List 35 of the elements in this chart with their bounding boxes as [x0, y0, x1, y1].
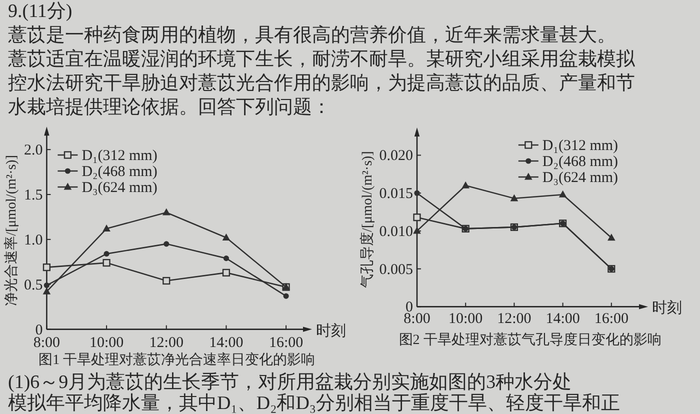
text: 模拟年平均降水量，其中D₁、D₂和D₃分别相当于重度干旱、轻度干旱和正 — [8, 392, 620, 414]
y-tick-label: 1.5 — [24, 188, 43, 204]
x-tick-label: 10:00 — [89, 335, 124, 351]
y-tick-label: 0.015 — [379, 186, 413, 202]
x-tick-label: 14:00 — [209, 335, 244, 351]
text: 水栽培提供理论依据。回答下列问题： — [8, 96, 331, 118]
x-tick-label: 12:00 — [497, 311, 532, 327]
legend-label: D₂(468 mm) — [82, 164, 158, 180]
text: 薏苡适宜在温暖湿润的环境下生长，耐涝不耐旱。某研究小组采用盆栽模拟 — [8, 48, 636, 70]
text: 薏苡是一种药食两用的植物，具有很高的营养价值，近年来需求量甚大。 — [8, 24, 616, 46]
x-tick-label: 10:00 — [448, 311, 483, 327]
x-tick-label: 16:00 — [268, 335, 304, 351]
y-tick-label: 0.020 — [379, 148, 413, 164]
y-tick-label: 0.5 — [24, 277, 43, 294]
y-tick-label: 0.005 — [379, 262, 413, 278]
text: 9.(11分) — [8, 1, 72, 22]
legend-label: D₁(312 mm) — [82, 148, 158, 164]
text: 控水法研究干旱胁迫对薏苡光合作用的影响，为提高薏苡的品质、产量和节 — [8, 72, 635, 94]
text: (1)6～9月为薏苡的生长季节，对所用盆栽分别实施如图的3种水分处 — [8, 371, 572, 393]
x-axis-title: 时刻 — [652, 300, 682, 317]
y-tick-label: 2.0 — [24, 142, 43, 159]
x-tick-label: 12:00 — [149, 335, 184, 351]
legend-label: D₃(624 mm) — [542, 170, 618, 186]
y-axis-title: 气孔导度/[μmol/(m²·s)] — [360, 151, 376, 288]
text: 图1 干旱处理对薏苡净光合速率日变化的影响 — [38, 352, 316, 368]
y-tick-label: 1.0 — [24, 232, 43, 248]
legend-label: D₃(624 mm) — [82, 180, 158, 196]
x-axis-title: 时刻 — [316, 322, 346, 340]
legend-label: D₁(312 mm) — [542, 138, 618, 154]
y-axis-title: 净光合速率/[μmol/(m²·s)] — [4, 154, 20, 306]
text: 图2 干旱处理对薏苡气孔导度日变化的影响 — [398, 332, 662, 348]
legend-label: D₂(468 mm) — [542, 154, 618, 170]
x-tick-label: 14:00 — [546, 311, 580, 327]
x-tick-label: 16:00 — [594, 311, 628, 327]
y-tick-label: 0.010 — [379, 224, 413, 240]
